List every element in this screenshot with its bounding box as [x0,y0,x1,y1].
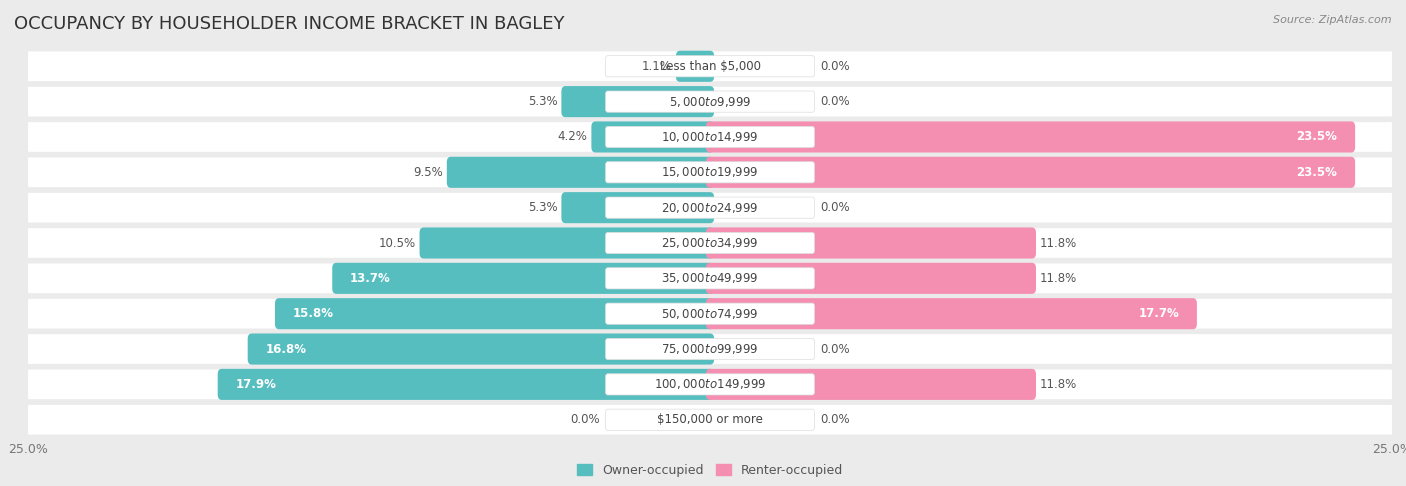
FancyBboxPatch shape [706,157,1355,188]
Bar [28,226,1392,260]
Text: $35,000 to $49,999: $35,000 to $49,999 [661,271,759,285]
FancyBboxPatch shape [706,369,1036,400]
Text: $5,000 to $9,999: $5,000 to $9,999 [669,95,751,108]
Bar [28,155,1392,190]
FancyBboxPatch shape [606,268,814,289]
Text: $75,000 to $99,999: $75,000 to $99,999 [661,342,759,356]
Text: 5.3%: 5.3% [527,95,557,108]
FancyBboxPatch shape [276,298,714,329]
FancyBboxPatch shape [28,334,1392,364]
Text: 23.5%: 23.5% [1296,130,1337,143]
FancyBboxPatch shape [28,263,1392,293]
Text: 5.3%: 5.3% [527,201,557,214]
Text: $100,000 to $149,999: $100,000 to $149,999 [654,378,766,391]
FancyBboxPatch shape [606,374,814,395]
FancyBboxPatch shape [606,338,814,360]
Bar [28,84,1392,119]
Text: 0.0%: 0.0% [821,95,851,108]
FancyBboxPatch shape [28,193,1392,223]
Text: 11.8%: 11.8% [1040,237,1077,249]
FancyBboxPatch shape [218,369,714,400]
FancyBboxPatch shape [28,228,1392,258]
FancyBboxPatch shape [332,263,714,294]
Text: 0.0%: 0.0% [821,413,851,426]
Text: $25,000 to $34,999: $25,000 to $34,999 [661,236,759,250]
FancyBboxPatch shape [28,122,1392,152]
FancyBboxPatch shape [706,227,1036,259]
FancyBboxPatch shape [592,122,714,153]
FancyBboxPatch shape [606,409,814,430]
Text: 13.7%: 13.7% [350,272,391,285]
FancyBboxPatch shape [606,126,814,148]
Text: 0.0%: 0.0% [569,413,599,426]
Text: 11.8%: 11.8% [1040,378,1077,391]
Text: OCCUPANCY BY HOUSEHOLDER INCOME BRACKET IN BAGLEY: OCCUPANCY BY HOUSEHOLDER INCOME BRACKET … [14,15,565,33]
FancyBboxPatch shape [676,51,714,82]
FancyBboxPatch shape [606,91,814,112]
FancyBboxPatch shape [606,197,814,218]
FancyBboxPatch shape [28,87,1392,117]
Text: $15,000 to $19,999: $15,000 to $19,999 [661,165,759,179]
Text: 0.0%: 0.0% [821,60,851,73]
FancyBboxPatch shape [28,369,1392,399]
FancyBboxPatch shape [419,227,714,259]
Text: $50,000 to $74,999: $50,000 to $74,999 [661,307,759,321]
Text: 4.2%: 4.2% [557,130,588,143]
Text: 17.7%: 17.7% [1139,307,1180,320]
FancyBboxPatch shape [447,157,714,188]
Text: 0.0%: 0.0% [821,201,851,214]
Text: 15.8%: 15.8% [292,307,333,320]
FancyBboxPatch shape [247,333,714,364]
FancyBboxPatch shape [561,86,714,117]
Text: 17.9%: 17.9% [235,378,277,391]
Bar [28,331,1392,367]
FancyBboxPatch shape [706,298,1197,329]
FancyBboxPatch shape [28,405,1392,434]
Text: 11.8%: 11.8% [1040,272,1077,285]
FancyBboxPatch shape [28,52,1392,81]
Text: 1.1%: 1.1% [643,60,672,73]
Bar [28,260,1392,296]
FancyBboxPatch shape [606,162,814,183]
FancyBboxPatch shape [706,122,1355,153]
FancyBboxPatch shape [28,299,1392,329]
Text: 0.0%: 0.0% [821,343,851,356]
FancyBboxPatch shape [561,192,714,223]
Text: 16.8%: 16.8% [266,343,307,356]
Text: Less than $5,000: Less than $5,000 [659,60,761,73]
Bar [28,119,1392,155]
Text: 23.5%: 23.5% [1296,166,1337,179]
Text: 9.5%: 9.5% [413,166,443,179]
FancyBboxPatch shape [28,157,1392,187]
Text: Source: ZipAtlas.com: Source: ZipAtlas.com [1274,15,1392,25]
Text: $150,000 or more: $150,000 or more [657,413,763,426]
Bar [28,296,1392,331]
Text: $20,000 to $24,999: $20,000 to $24,999 [661,201,759,215]
Bar [28,402,1392,437]
FancyBboxPatch shape [706,263,1036,294]
Legend: Owner-occupied, Renter-occupied: Owner-occupied, Renter-occupied [572,459,848,482]
Text: $10,000 to $14,999: $10,000 to $14,999 [661,130,759,144]
Bar [28,367,1392,402]
Bar [28,190,1392,226]
FancyBboxPatch shape [606,56,814,77]
FancyBboxPatch shape [606,303,814,324]
FancyBboxPatch shape [606,232,814,254]
Text: 10.5%: 10.5% [378,237,415,249]
Bar [28,49,1392,84]
